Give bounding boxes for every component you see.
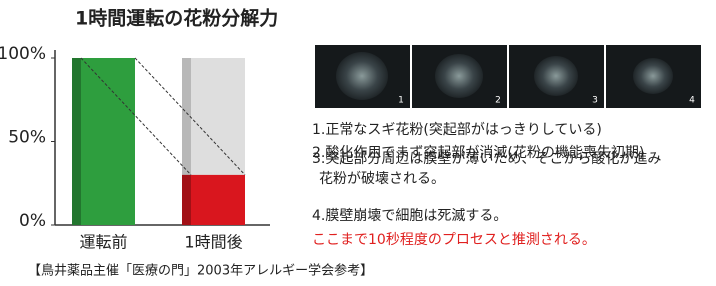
- photo-label: 3: [592, 96, 598, 106]
- y-tick-label: 0%: [19, 211, 46, 231]
- source: 【鳥井薬品主催「医療の門」2003年アレルギー学会参考】: [28, 263, 373, 279]
- bar: [182, 175, 245, 225]
- bar-side: [182, 175, 191, 225]
- pollen: [435, 54, 483, 98]
- pollen: [336, 52, 388, 100]
- chart: 1時間運転の花粉分解力 花粉が破壊される。 ここまで10秒程度のプロセスと推測さ…: [0, 0, 716, 286]
- photo-label: 2: [495, 96, 501, 106]
- photo-label: 4: [689, 96, 695, 106]
- bar: [72, 58, 135, 225]
- bar-side: [72, 58, 81, 225]
- y-tick-label: 100%: [0, 44, 46, 64]
- x-tick-label: 1時間後: [184, 233, 242, 252]
- y-tick-label: 50%: [8, 128, 46, 148]
- note: 1.正常なスギ花粉(突起部がはっきりしている): [312, 122, 602, 138]
- conclusion: ここまで10秒程度のプロセスと推測される。: [312, 232, 596, 248]
- note: 4.膜壁崩壊で細胞は死滅する。: [312, 208, 507, 224]
- note: 3.突起部分周辺は膜壁が薄いため、そこから酸化が進み: [312, 151, 661, 167]
- pollen: [633, 58, 673, 94]
- x-tick-label: 運転前: [79, 233, 127, 252]
- note: 花粉が破壊される。: [319, 171, 445, 187]
- photo-label: 1: [398, 96, 404, 106]
- pollen: [534, 56, 578, 96]
- chart-title: 1時間運転の花粉分解力: [75, 7, 278, 30]
